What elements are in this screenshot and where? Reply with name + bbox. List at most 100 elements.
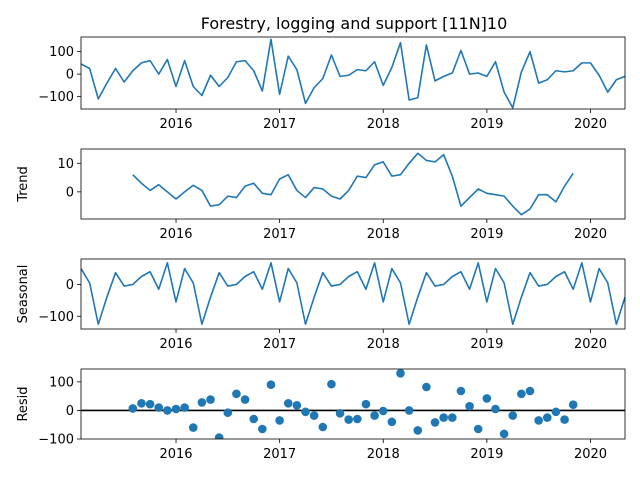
resid-point <box>188 423 198 432</box>
resid-point <box>180 403 189 412</box>
resid-point <box>439 413 448 422</box>
y-tick-label: 0 <box>66 278 74 293</box>
resid-point <box>171 404 181 414</box>
x-tick-label: 2018 <box>367 227 400 242</box>
x-tick-label: 2016 <box>159 227 192 242</box>
resid-point <box>387 417 397 427</box>
x-tick-label: 2018 <box>367 337 400 352</box>
resid-point <box>283 398 293 408</box>
x-tick-label: 2019 <box>470 227 503 242</box>
resid-point <box>318 422 328 432</box>
resid-point <box>508 411 518 420</box>
y-tick-label: −100 <box>38 90 74 105</box>
x-tick-label: 2019 <box>470 447 503 462</box>
y-tick-label: −100 <box>38 433 74 448</box>
resid-point <box>551 407 561 417</box>
x-tick-label: 2017 <box>263 227 296 242</box>
resid-point <box>275 416 284 425</box>
resid-point <box>266 380 276 390</box>
x-tick-label: 2020 <box>574 227 607 242</box>
resid-point <box>378 406 388 416</box>
x-tick-label: 2017 <box>263 117 296 132</box>
resid-point <box>517 389 526 399</box>
resid-point <box>128 404 138 413</box>
resid-point <box>353 414 362 424</box>
resid-point <box>258 424 267 434</box>
panel-trend: 2016 2017 2018 2019 2020 10 0 Trend <box>16 148 626 242</box>
resid-point <box>456 386 466 396</box>
axes-frame <box>80 36 626 110</box>
resid-point <box>309 411 319 420</box>
resid-point <box>335 408 345 418</box>
resid-point <box>197 398 207 407</box>
x-tick-label: 2017 <box>263 337 296 352</box>
panel-seasonal: 2016 2017 2018 2019 2020 0 −100 Seasonal <box>16 258 626 352</box>
resid-point <box>396 369 405 378</box>
y-axis-label: Resid <box>16 386 31 421</box>
x-tick-label: 2016 <box>159 337 192 352</box>
resid-point <box>292 400 302 410</box>
x-tick-label: 2019 <box>470 117 503 132</box>
chart-title: Forestry, logging and support [11N]10 <box>201 14 508 33</box>
resid-point <box>413 426 423 435</box>
resid-point <box>465 401 474 411</box>
x-tick-label: 2016 <box>159 447 192 462</box>
resid-point <box>240 395 250 404</box>
series-line-trend <box>132 152 574 216</box>
axes-frame <box>80 148 626 220</box>
resid-point <box>534 416 543 425</box>
resid-point <box>154 403 164 412</box>
axes-frame <box>80 368 626 440</box>
y-axis-label: Trend <box>16 166 31 203</box>
resid-point <box>344 415 353 424</box>
panel-observed: 2016 2017 2018 2019 2020 100 0 −100 <box>38 36 626 132</box>
resid-point <box>370 411 379 420</box>
resid-point <box>206 395 215 404</box>
y-axis-label: Seasonal <box>16 265 31 324</box>
resid-point <box>491 404 500 414</box>
resid-point <box>327 379 336 389</box>
resid-point <box>473 424 483 434</box>
resid-point <box>301 407 310 417</box>
x-tick-label: 2020 <box>574 447 607 462</box>
resid-point <box>232 389 241 399</box>
plot-area <box>81 369 625 439</box>
x-tick-label: 2020 <box>574 117 607 132</box>
resid-point <box>560 415 569 424</box>
x-tick-label: 2017 <box>263 447 296 462</box>
resid-point <box>422 382 431 392</box>
x-tick-label: 2018 <box>367 117 400 132</box>
resid-point <box>448 413 457 422</box>
x-tick-label: 2019 <box>470 337 503 352</box>
resid-point <box>430 418 440 427</box>
resid-point <box>404 406 414 415</box>
resid-point <box>542 413 552 422</box>
y-tick-label: 0 <box>66 185 74 200</box>
resid-point <box>525 386 535 396</box>
y-tick-label: 100 <box>49 45 74 60</box>
series-line-seasonal <box>81 262 625 326</box>
y-tick-label: 10 <box>57 157 74 172</box>
y-tick-label: −100 <box>38 310 74 325</box>
x-tick-label: 2016 <box>159 117 192 132</box>
resid-point <box>145 399 155 409</box>
plot-area <box>81 262 625 326</box>
resid-point <box>223 408 233 418</box>
resid-point <box>137 398 146 408</box>
resid-point <box>214 433 224 439</box>
resid-point <box>163 406 172 415</box>
axes-frame <box>80 258 626 330</box>
y-tick-label: 0 <box>66 404 74 419</box>
resid-point <box>249 414 258 424</box>
resid-point <box>482 394 492 403</box>
y-tick-label: 0 <box>66 68 74 83</box>
x-tick-label: 2018 <box>367 447 400 462</box>
resid-point <box>361 399 371 409</box>
plot-area <box>132 152 574 216</box>
plot-area <box>81 38 625 109</box>
series-line-observed <box>81 38 625 109</box>
resid-point <box>568 400 578 410</box>
resid-point <box>499 429 509 439</box>
